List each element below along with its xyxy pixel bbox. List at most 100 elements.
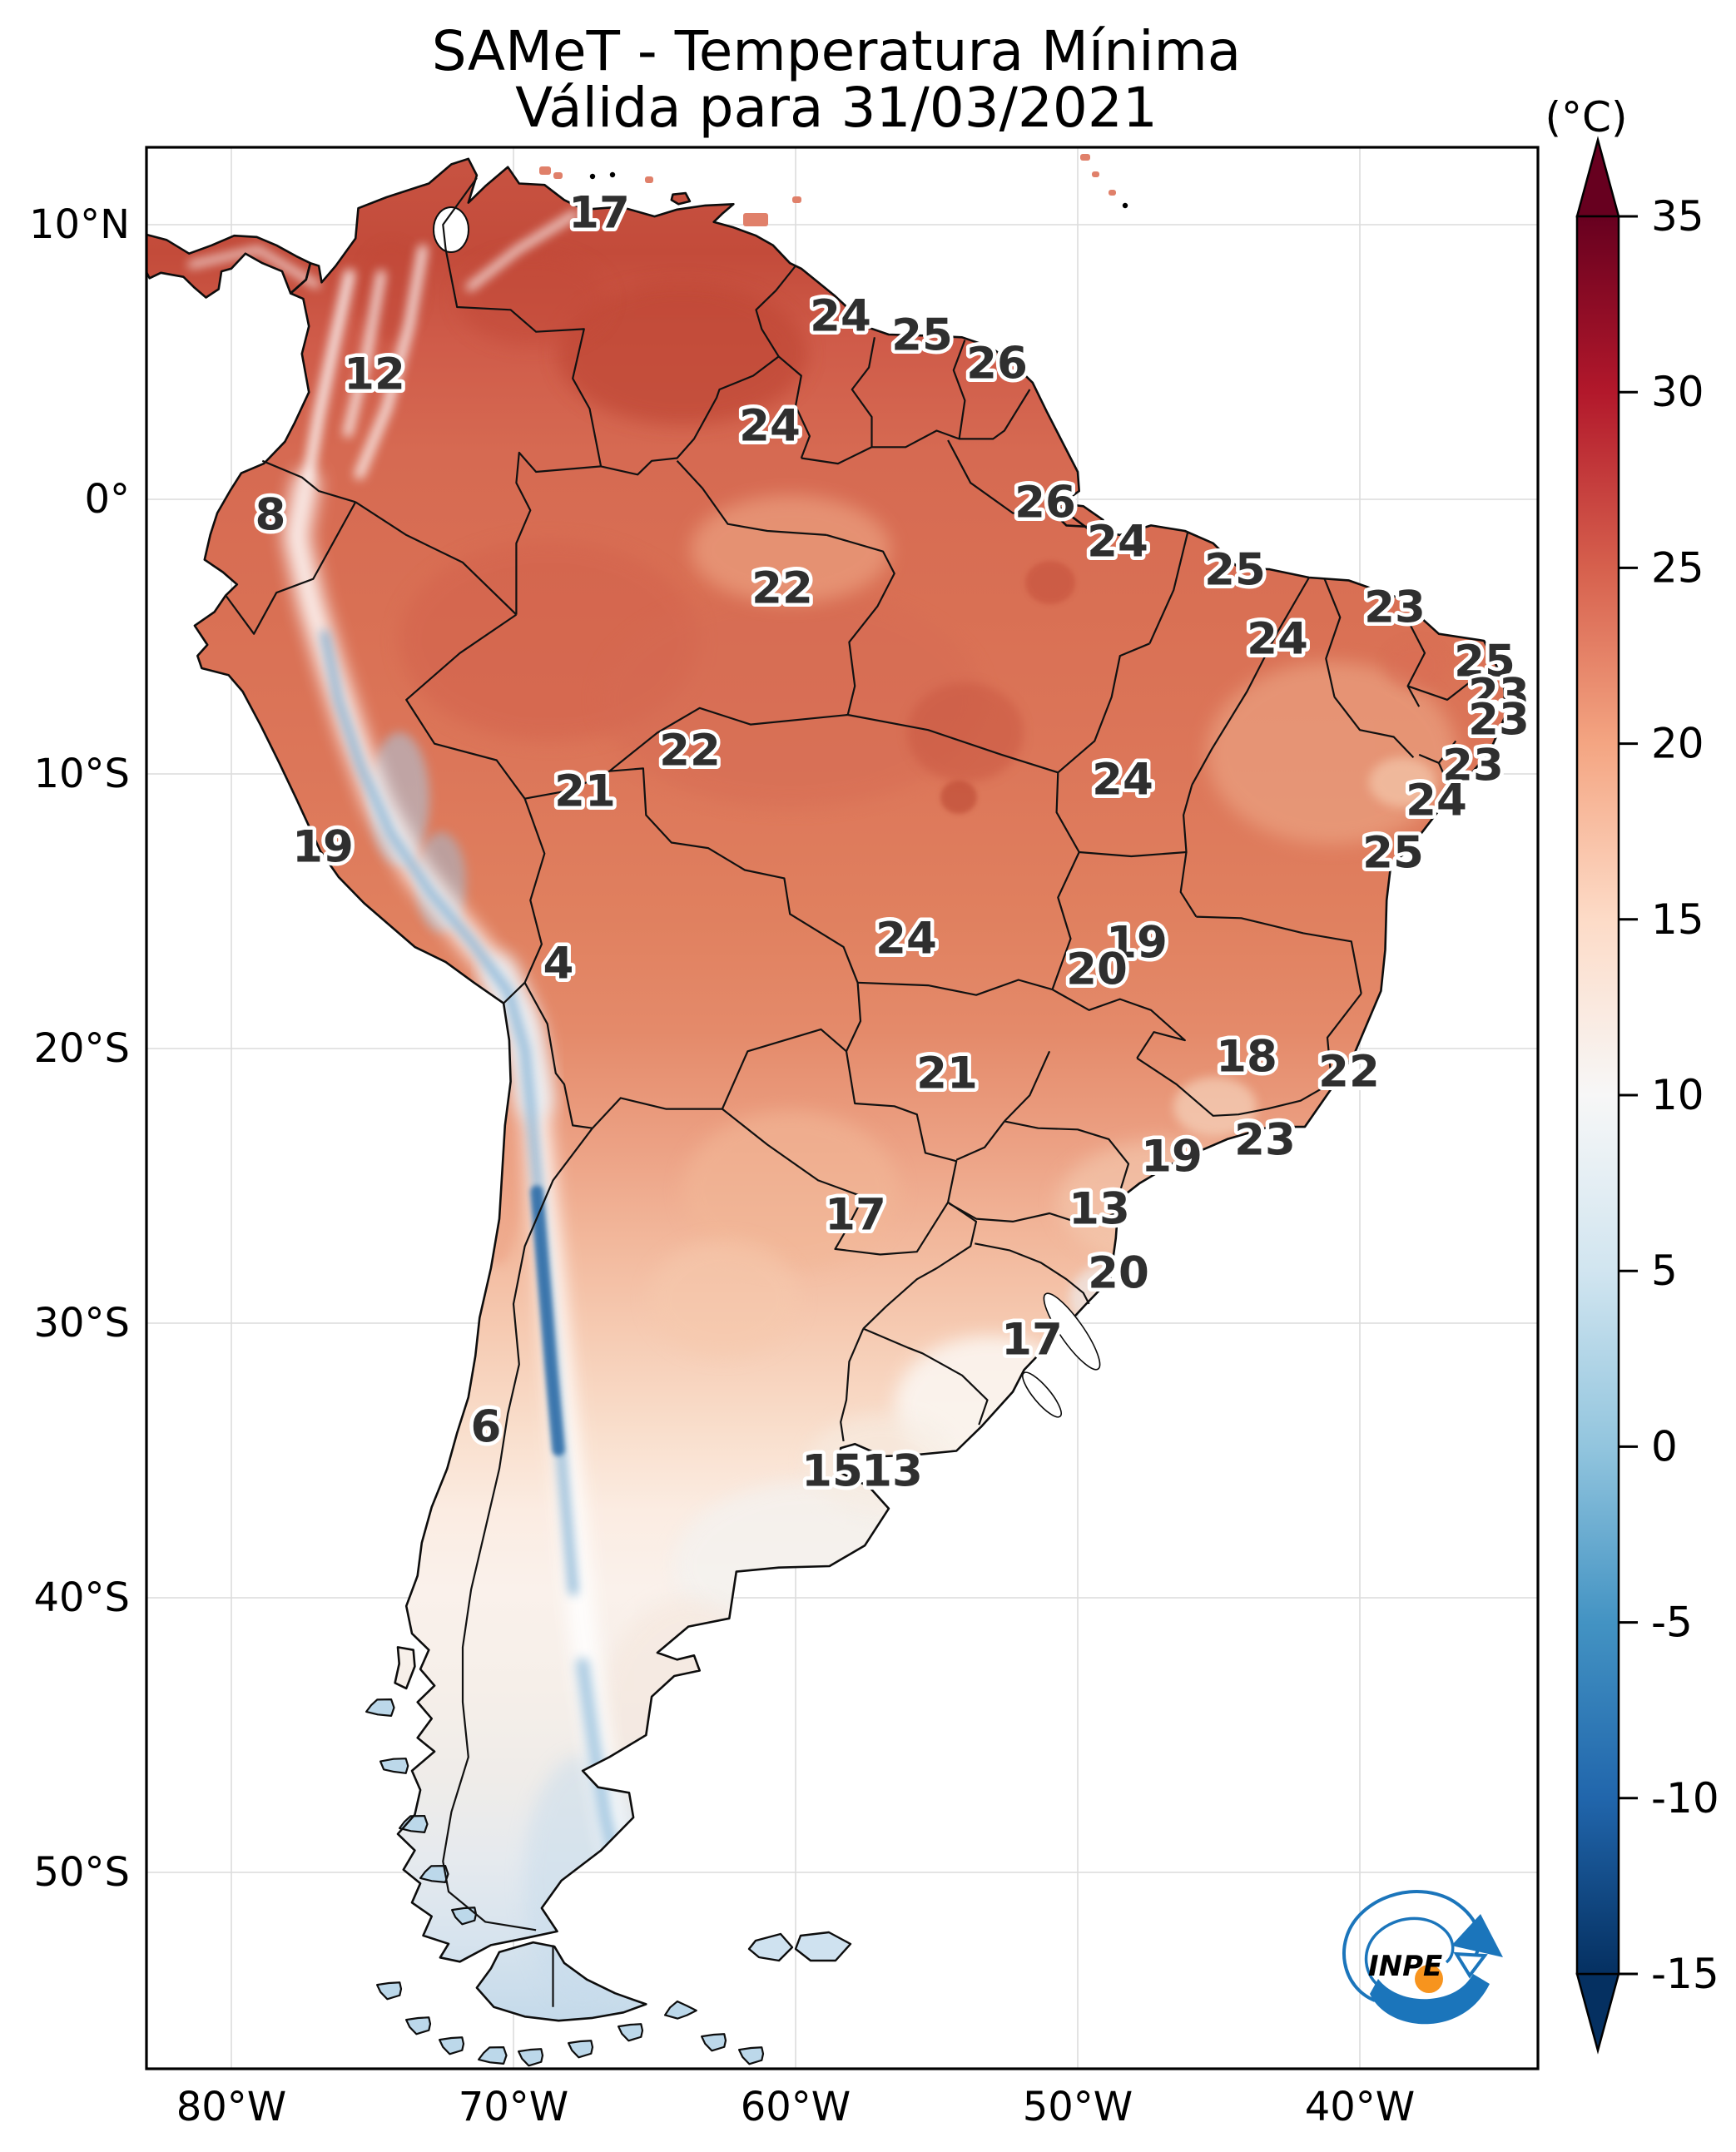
border-line: [676, 460, 827, 536]
colorbar-tick-label: 25: [1651, 543, 1704, 592]
temperature-value-label: 24: [739, 401, 801, 452]
colorbar-tick-label: 35: [1651, 192, 1704, 240]
colorbar-extend-max-arrow: [1575, 136, 1620, 218]
inpe-orange-dot-icon: [1415, 1965, 1443, 1993]
temperature-value-label: 23: [1442, 741, 1504, 791]
inpe-logo-text: INPE: [1368, 1950, 1442, 1983]
andes-ridge-shade: [343, 270, 386, 438]
central-america-isthmus: [146, 234, 310, 298]
border-line: [1055, 772, 1080, 853]
border-line: [862, 1327, 989, 1426]
temperature-shade-blob: [558, 283, 807, 424]
temperature-value-label: 21: [916, 1049, 978, 1099]
border-line: [949, 1202, 1117, 1226]
temperature-value-label: 6: [471, 1402, 502, 1453]
border-line: [1004, 1120, 1130, 1192]
south-america-mainland-coastline: [193, 157, 1506, 1963]
temperature-value-label: 25: [1362, 828, 1424, 879]
border-line: [826, 533, 895, 716]
page-subtitle: Válida para 31/03/2021: [515, 76, 1158, 140]
land-base: [146, 158, 1505, 2067]
temperature-value-label: 23: [1468, 670, 1530, 721]
fjord-islet: [439, 2036, 465, 2055]
border-line: [1004, 1050, 1051, 1123]
colorbar-tick-label: 15: [1651, 895, 1704, 944]
border-line: [1051, 989, 1186, 1059]
border-line: [225, 501, 357, 635]
temperature-shade-blob: [674, 1481, 957, 1648]
colorbar-tick-label: 5: [1651, 1247, 1678, 1295]
temperature-shade-blob: [1025, 561, 1075, 604]
y-axis-tick-label: 10°S: [33, 751, 130, 797]
border-line: [1407, 677, 1476, 701]
border-line: [755, 265, 796, 357]
colorbar-tick-label: 10: [1651, 1071, 1704, 1119]
x-axis-tick-label: 50°W: [1023, 2084, 1133, 2130]
temperature-shade-blob: [458, 254, 608, 345]
temperature-value-label: 22: [659, 726, 721, 776]
border-line: [515, 451, 602, 615]
y-axis-tick-label: 50°S: [33, 1849, 130, 1896]
colorbar-tick-label: 20: [1651, 720, 1704, 768]
border-line: [1136, 1057, 1332, 1117]
temperature-value-label: 13: [861, 1446, 923, 1497]
temperature-value-label: 22: [1318, 1047, 1380, 1098]
temperature-value-label: 23: [1468, 695, 1530, 746]
colorbar-tick-label: -15: [1651, 1950, 1719, 1998]
temperature-shade-blob: [1385, 641, 1445, 691]
temperature-shade-blob: [682, 1111, 899, 1269]
falkland-island: [794, 1931, 852, 1962]
y-axis-tick-label: 40°S: [33, 1574, 130, 1621]
fjord-islet: [405, 2016, 432, 2035]
temperature-shade-blob: [478, 1065, 521, 1265]
colorbar-tick-label: -10: [1651, 1774, 1719, 1822]
lakes-and-lagoons: [433, 206, 1101, 1418]
temperature-shade-blob: [1369, 757, 1436, 807]
x-axis-tick-label: 80°W: [176, 2084, 287, 2130]
colorbar-tick-label: -5: [1651, 1599, 1693, 1647]
border-line: [721, 1028, 847, 1110]
border-line: [1179, 851, 1198, 918]
temperature-shade-blob: [599, 1598, 782, 1831]
andes-ridge-shade: [187, 245, 320, 289]
temperature-value-label: 24: [1087, 517, 1148, 568]
temperature-value-label: 24: [1092, 755, 1153, 806]
islet-speck: [1092, 171, 1099, 177]
map-frame: [145, 146, 1540, 2070]
temperature-value-label: 25: [1204, 545, 1266, 596]
fjord-islet: [663, 2000, 697, 2020]
inpe-arrowhead-icon: [1451, 1914, 1503, 1957]
fjord-islet: [738, 2046, 765, 2065]
y-axis-latitude-labels: 10°N 0° 10°S 20°S 30°S 40°S 50°S: [29, 201, 130, 1896]
islet-speck: [792, 196, 801, 203]
colorbar-unit-label: (°C): [1545, 93, 1628, 141]
y-axis-tick-label: 20°S: [33, 1025, 130, 1072]
fjord-islet: [701, 2033, 727, 2052]
border-line: [1196, 915, 1362, 994]
x-axis-tick-label: 70°W: [459, 2084, 569, 2130]
border-line: [1326, 993, 1362, 1083]
border-line: [1079, 784, 1193, 858]
temperature-shade-blob: [907, 682, 1024, 782]
temperature-value-label: 15: [801, 1446, 863, 1497]
islet-speck: [743, 213, 768, 226]
central-america-isthmus-coastline: [146, 233, 312, 299]
inpe-swirl-inner-icon: [1364, 1916, 1455, 1991]
temperature-value-label: 17: [825, 1190, 886, 1241]
border-line: [952, 340, 966, 439]
border-line: [975, 1242, 1090, 1305]
islet-dot: [609, 171, 616, 178]
country-and-state-borders: [225, 177, 1476, 2007]
colorbar-tick-label: 30: [1651, 368, 1704, 416]
temperature-value-label: 4: [543, 939, 574, 989]
temperature-value-label: 26: [1014, 478, 1076, 528]
border-line: [847, 713, 1059, 774]
border-line: [801, 389, 1031, 465]
temperature-value-label: 22: [751, 563, 813, 614]
temperature-value-label: 24: [1247, 614, 1308, 665]
border-line: [608, 707, 848, 772]
fjord-islet: [365, 1698, 395, 1717]
